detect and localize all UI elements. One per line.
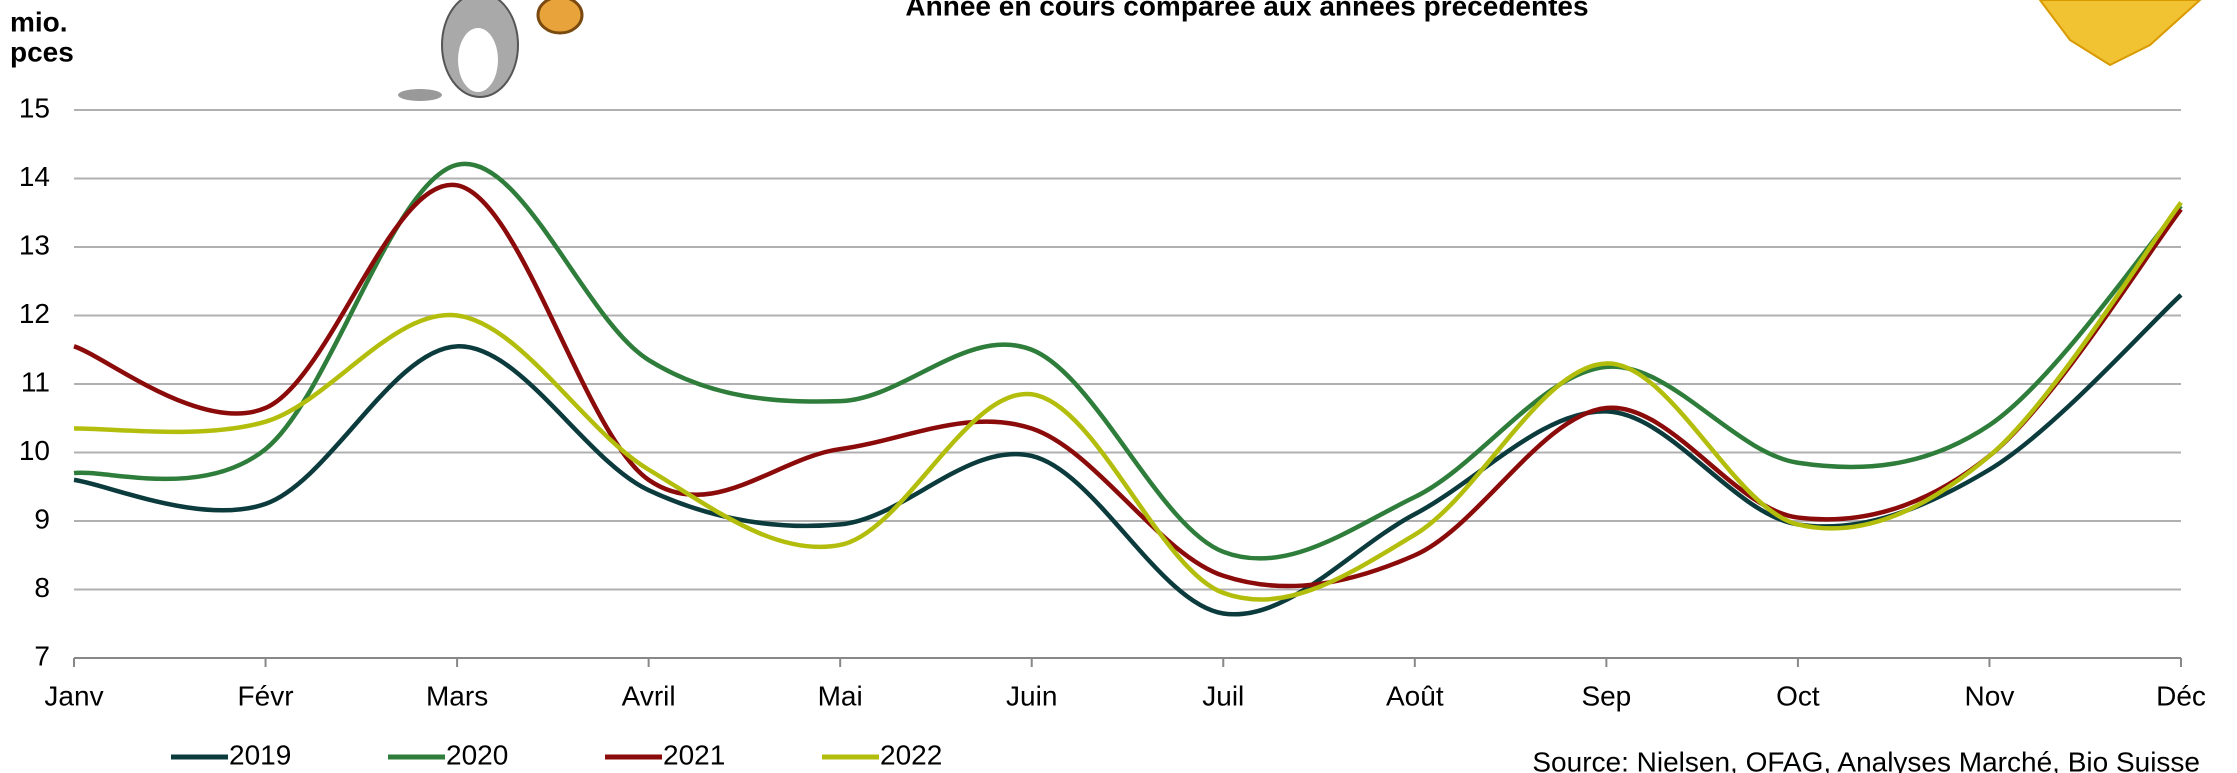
y-tick-label: 11	[21, 366, 50, 397]
x-tick-label: Janv	[44, 680, 103, 711]
y-tick-label: 14	[19, 161, 50, 192]
chart-title: Année en cours comparée aux années précé…	[905, 0, 1588, 21]
x-tick-label: Févr	[238, 680, 294, 711]
y-tick-label: 13	[19, 229, 50, 260]
x-tick-label: Mai	[818, 680, 863, 711]
x-tick-label: Juil	[1202, 680, 1244, 711]
x-tick-label: Nov	[1965, 680, 2015, 711]
y-tick-label: 15	[19, 92, 50, 123]
y-tick-label: 12	[19, 298, 50, 329]
y-tick-label: 10	[19, 435, 50, 466]
x-tick-label: Oct	[1776, 680, 1820, 711]
mouse-illustration	[398, 0, 584, 101]
series-line	[73, 161, 2183, 561]
y-tick-label: 7	[34, 640, 50, 671]
series-line	[73, 201, 2183, 602]
x-tick-label: Avril	[622, 680, 676, 711]
x-tick-label: Déc	[2156, 680, 2206, 711]
y-tick-label: 9	[34, 503, 50, 534]
series-line	[73, 182, 2183, 589]
legend-label: 2022	[880, 739, 942, 770]
x-tick-label: Sep	[1581, 680, 1631, 711]
x-tick-label: Juin	[1006, 680, 1057, 711]
legend-label: 2020	[446, 739, 508, 770]
y-axis-label: mio.	[10, 6, 68, 37]
y-axis-label: pces	[10, 36, 74, 67]
y-tick-label: 8	[34, 572, 50, 603]
legend-label: 2019	[229, 739, 291, 770]
cheese-illustration	[2038, 0, 2202, 67]
x-tick-label: Mars	[426, 680, 488, 711]
source-note: Source: Nielsen, OFAG, Analyses Marché, …	[1532, 746, 2200, 773]
x-tick-label: Août	[1386, 680, 1444, 711]
legend-label: 2021	[663, 739, 725, 770]
